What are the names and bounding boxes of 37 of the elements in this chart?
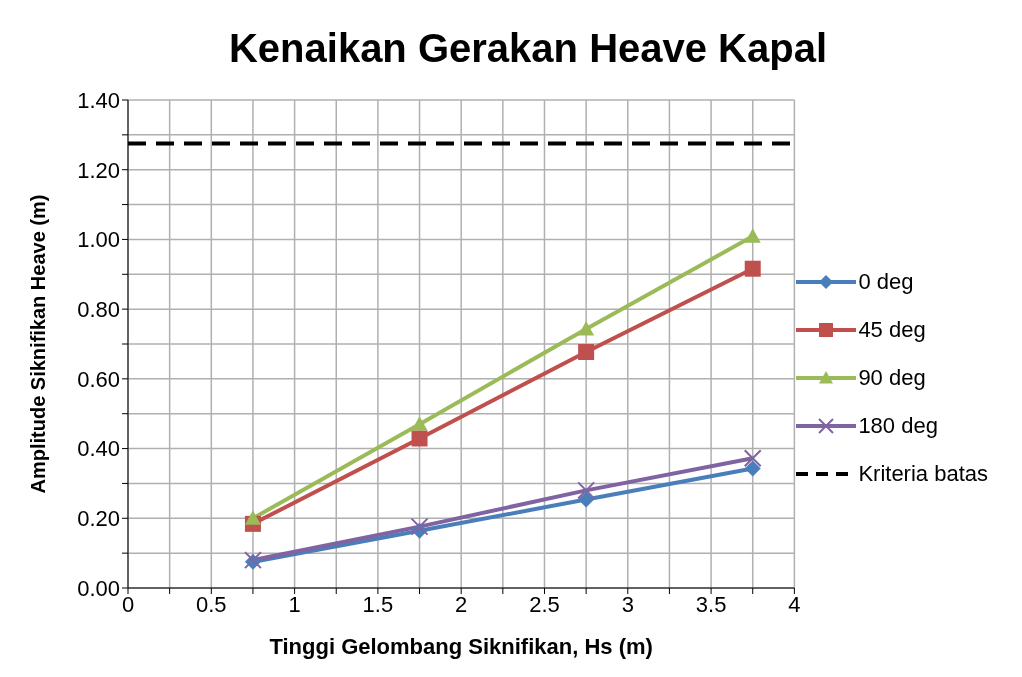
x-tick-label: 1.5 bbox=[362, 591, 394, 617]
chart-title: Kenaikan Gerakan Heave Kapal bbox=[227, 25, 829, 72]
point bbox=[411, 416, 428, 431]
x-tick-label: 4 bbox=[788, 591, 801, 617]
y-tick-label: 1.00 bbox=[77, 227, 120, 253]
y-tick-label: 0.80 bbox=[77, 296, 120, 322]
y-tick-label: 0.60 bbox=[77, 366, 120, 392]
x-axis-title: Tinggi Gelombang Siknifikan, Hs (m) bbox=[269, 634, 653, 659]
point bbox=[578, 344, 595, 361]
x-tick-label: 2.5 bbox=[529, 591, 560, 617]
legend-label: 45 deg bbox=[858, 317, 926, 343]
point bbox=[743, 449, 762, 468]
point bbox=[744, 260, 761, 277]
y-tick-label: 0.00 bbox=[77, 575, 120, 601]
point bbox=[410, 517, 429, 536]
x-tick-label: 0.5 bbox=[196, 591, 227, 617]
x-tick-label: 3 bbox=[621, 591, 634, 617]
y-tick-label: 0.20 bbox=[77, 506, 120, 532]
point bbox=[578, 321, 595, 336]
point bbox=[744, 460, 761, 477]
legend-label: 90 deg bbox=[858, 365, 926, 391]
point bbox=[578, 491, 595, 508]
point bbox=[577, 481, 596, 500]
y-axis-title: Amplitude Siknifikan Heave (m) bbox=[27, 194, 50, 494]
x-tick-label: 1 bbox=[288, 591, 301, 617]
x-tick-label: 0 bbox=[121, 591, 135, 617]
x-tick-label: 2 bbox=[455, 591, 468, 617]
x-tick-label: 3.5 bbox=[695, 591, 727, 617]
y-tick-label: 1.40 bbox=[77, 87, 120, 113]
y-tick-label: 1.20 bbox=[77, 157, 120, 183]
point bbox=[744, 228, 761, 243]
legend-label: 0 deg bbox=[858, 269, 914, 295]
y-tick-label: 0.40 bbox=[77, 436, 120, 462]
legend-label: Kriteria batas bbox=[858, 461, 988, 487]
point bbox=[244, 510, 261, 525]
point bbox=[411, 430, 428, 447]
legend-label: 180 deg bbox=[858, 413, 938, 439]
